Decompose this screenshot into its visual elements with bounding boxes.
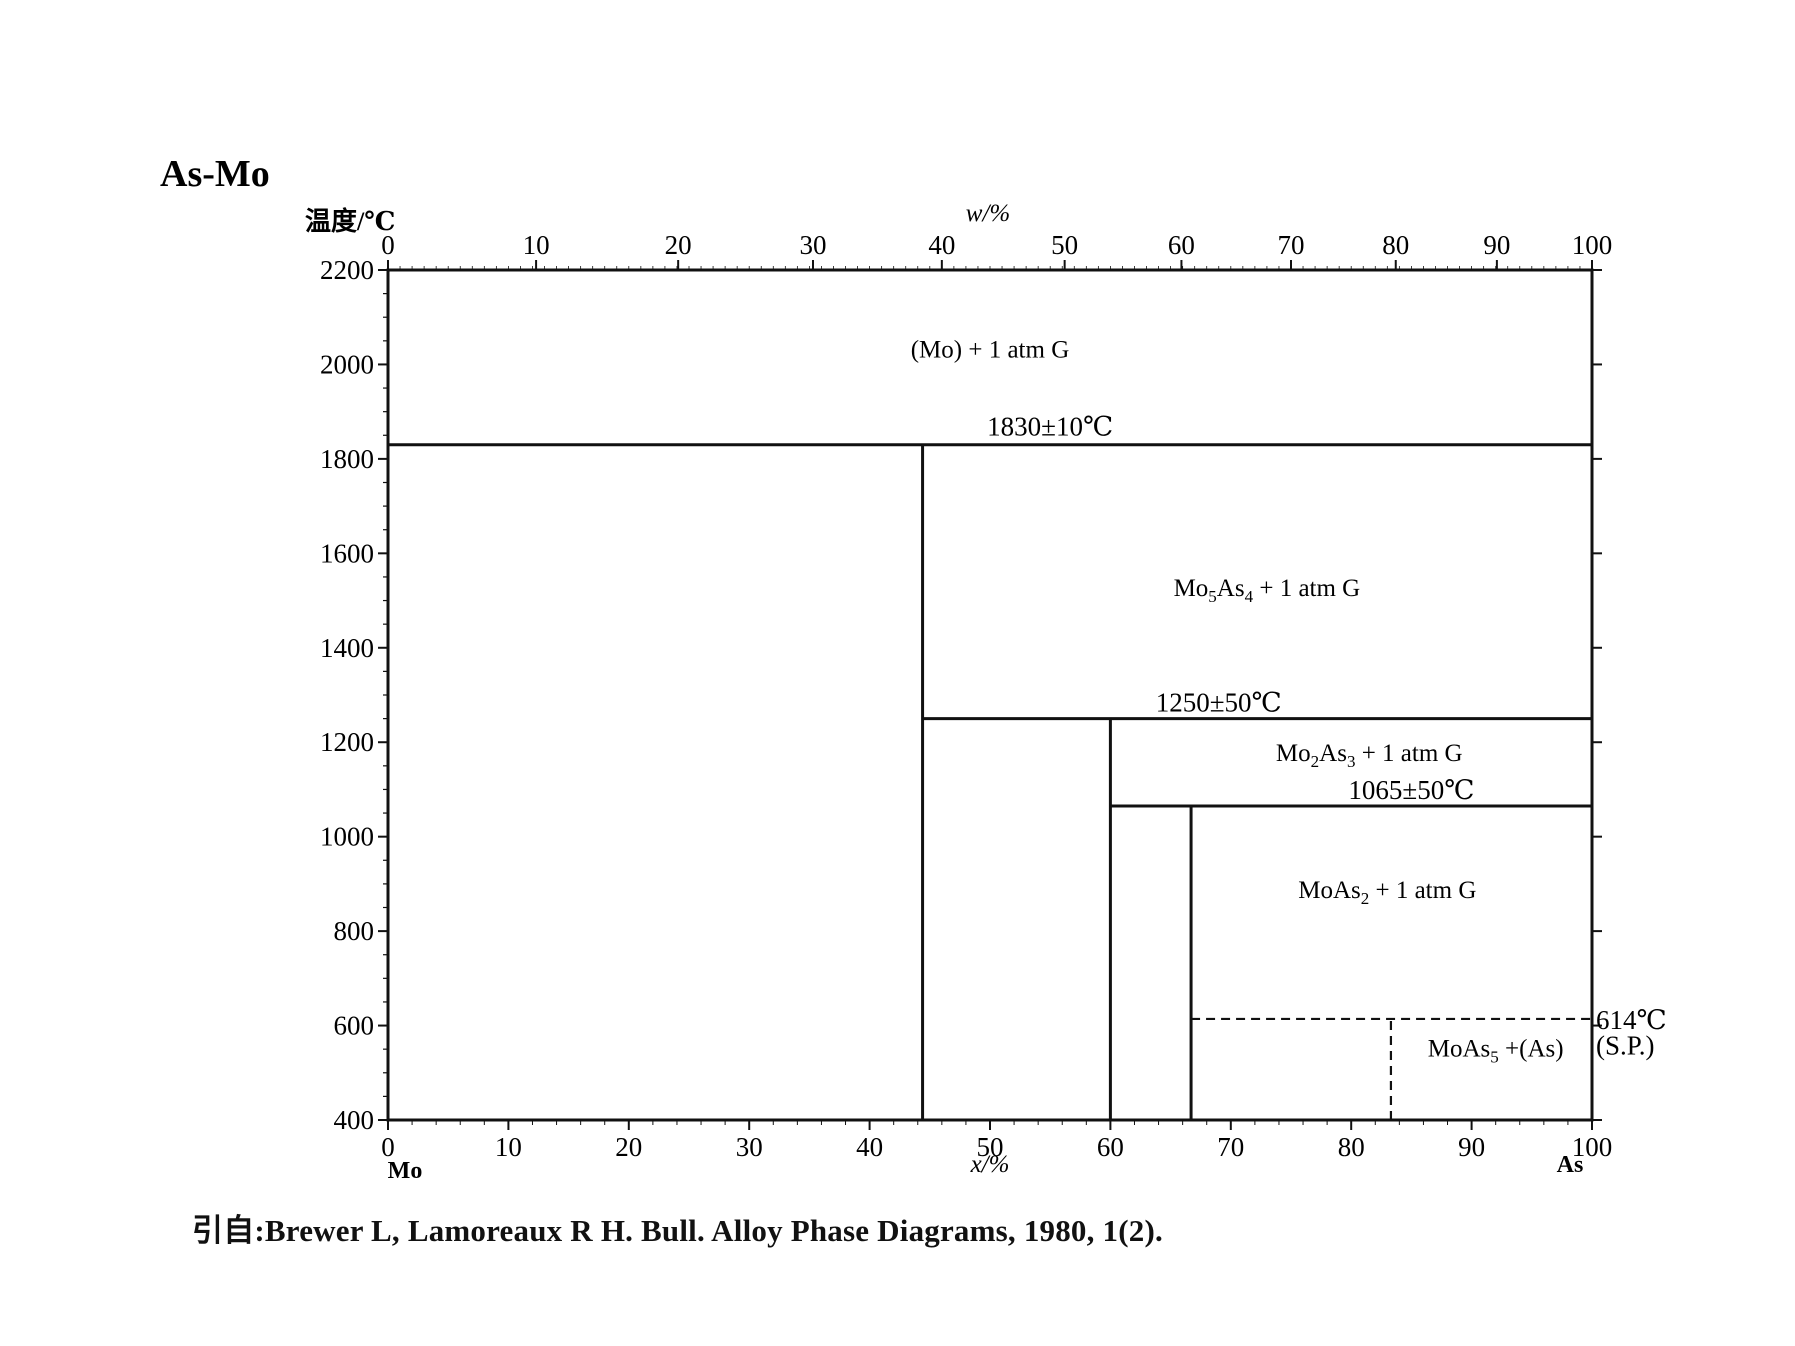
w-tick-label: 0 — [381, 230, 395, 260]
x-tick-label: 70 — [1217, 1132, 1244, 1162]
diagram-title: As-Mo — [160, 153, 270, 195]
x-tick-label: 10 — [495, 1132, 522, 1162]
plot-frame — [386, 268, 1594, 1122]
y-tick-label: 400 — [334, 1105, 375, 1135]
y-tick-label: 1200 — [320, 727, 374, 757]
y-tick-label: 1800 — [320, 444, 374, 474]
y-tick-label: 1000 — [320, 822, 374, 852]
temperature-label: 1250±50℃ — [1156, 688, 1282, 718]
region-label: MoAs5 +(As) — [1428, 1035, 1564, 1066]
temperature-label: 1065±50℃ — [1348, 775, 1474, 805]
w-tick-label: 20 — [665, 230, 692, 260]
w-tick-label: 50 — [1051, 230, 1078, 260]
x-tick-label: 0 — [381, 1132, 395, 1162]
w-tick-label: 30 — [800, 230, 827, 260]
x-tick-label: 30 — [736, 1132, 763, 1162]
x-tick-label: 80 — [1338, 1132, 1365, 1162]
y-tick-label: 1600 — [320, 538, 374, 568]
source-citation: 引自:Brewer L, Lamoreaux R H. Bull. Alloy … — [192, 1213, 1163, 1248]
bottom-axis-label: x/% — [970, 1151, 1010, 1178]
y-tick-label: 1400 — [320, 633, 374, 663]
y-tick-label: 800 — [334, 916, 375, 946]
temperature-label: (S.P.) — [1596, 1030, 1655, 1060]
w-tick-label: 80 — [1382, 230, 1409, 260]
temperature-label: 1830±10℃ — [987, 411, 1113, 441]
region-label: MoAs2 + 1 atm G — [1298, 877, 1476, 908]
region-label: Mo5As4 + 1 atm G — [1174, 575, 1361, 606]
x-tick-label: 60 — [1097, 1132, 1124, 1162]
w-tick-label: 10 — [523, 230, 550, 260]
w-tick-label: 90 — [1483, 230, 1510, 260]
w-tick-label: 40 — [928, 230, 955, 260]
left-element-label: Mo — [388, 1158, 423, 1184]
region-labels: (Mo) + 1 atm G Mo5As4 + 1 atm G Mo2As3 + 1… — [911, 336, 1667, 1066]
w-tick-label: 70 — [1278, 230, 1305, 260]
phase-boundaries — [388, 443, 1592, 1120]
x-tick-label: 40 — [856, 1132, 883, 1162]
y-tick-label: 2000 — [320, 349, 374, 379]
right-element-label: As — [1557, 1152, 1584, 1178]
w-tick-label: 60 — [1168, 230, 1195, 260]
plot-border — [386, 268, 1594, 1122]
x-tick-label: 100 — [1572, 1132, 1613, 1162]
top-axis-label: w/% — [966, 200, 1010, 227]
temperature-label: 614℃ — [1596, 1005, 1667, 1035]
w-tick-label: 100 — [1572, 230, 1613, 260]
y-axis-label: 温度/℃ — [305, 206, 395, 236]
y-tick-label: 600 — [334, 1011, 375, 1041]
region-label: (Mo) + 1 atm G — [911, 336, 1070, 363]
region-label: Mo2As3 + 1 atm G — [1276, 740, 1463, 771]
y-tick-label: 2200 — [320, 255, 374, 285]
x-tick-label: 20 — [615, 1132, 642, 1162]
x-tick-label: 50 — [977, 1132, 1004, 1162]
x-tick-label: 90 — [1458, 1132, 1485, 1162]
